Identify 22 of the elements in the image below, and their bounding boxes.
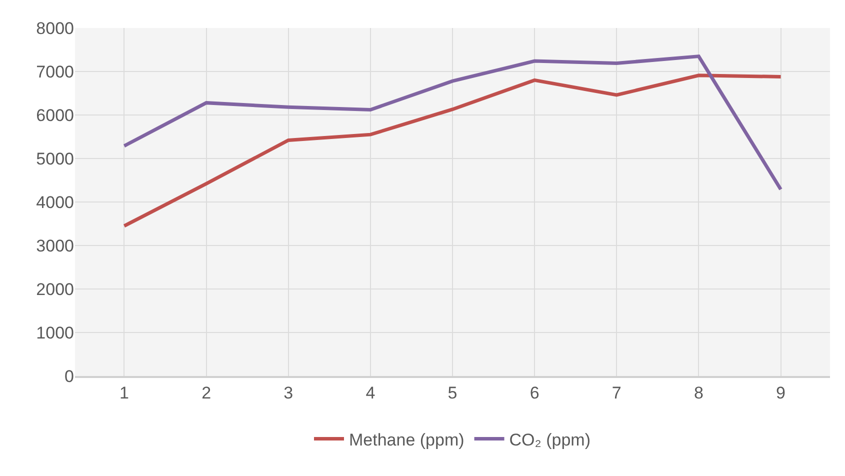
x-tick-label: 2 bbox=[202, 383, 212, 402]
x-tick-label: 7 bbox=[612, 383, 622, 402]
y-tick-label: 6000 bbox=[36, 106, 74, 125]
legend-label: CO₂ (ppm) bbox=[509, 430, 590, 450]
y-tick-label: 3000 bbox=[36, 236, 74, 256]
y-tick-label: 8000 bbox=[36, 18, 74, 38]
y-tick-label: 5000 bbox=[36, 149, 74, 168]
y-tick-label: 2000 bbox=[36, 280, 74, 299]
y-tick-label: 7000 bbox=[36, 62, 74, 82]
y-tick-label: 0 bbox=[64, 366, 74, 386]
x-tick-label: 9 bbox=[776, 383, 786, 402]
x-tick-label: 4 bbox=[366, 383, 376, 402]
legend-label: Methane (ppm) bbox=[349, 430, 464, 450]
x-tick-label: 6 bbox=[530, 383, 540, 402]
line-series bbox=[122, 54, 783, 192]
x-tick-label: 8 bbox=[694, 383, 704, 402]
x-tick-label: 3 bbox=[284, 383, 294, 402]
y-tick-label: 1000 bbox=[36, 323, 74, 342]
line-series bbox=[122, 74, 783, 228]
x-tick-label: 1 bbox=[120, 383, 129, 402]
y-tick-label: 4000 bbox=[36, 192, 74, 212]
x-tick-label: 5 bbox=[448, 383, 458, 402]
